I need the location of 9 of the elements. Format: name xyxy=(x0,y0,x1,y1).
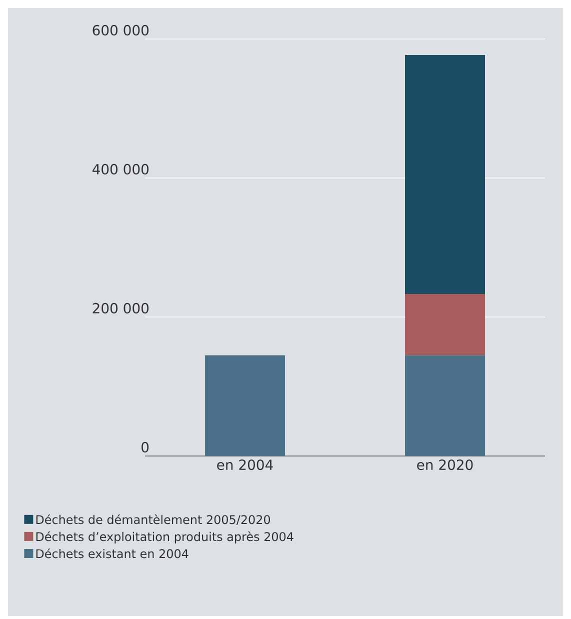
y-tick-label: 400 000 xyxy=(92,164,149,174)
y-tick-label: 200 000 xyxy=(92,302,149,314)
y-tick-label: 600 000 xyxy=(92,24,149,36)
legend-label: Déchets existant en 2004 xyxy=(36,548,188,558)
y-tick-label: 0 xyxy=(142,442,149,452)
x-tick-label: en 2020 xyxy=(417,460,473,470)
x-tick-label: en 2004 xyxy=(217,460,273,470)
legend-label: Déchets d’exploitation produits après 2004 xyxy=(36,531,294,544)
legend-label: Déchets de démantèlement 2005/2020 xyxy=(36,514,270,526)
